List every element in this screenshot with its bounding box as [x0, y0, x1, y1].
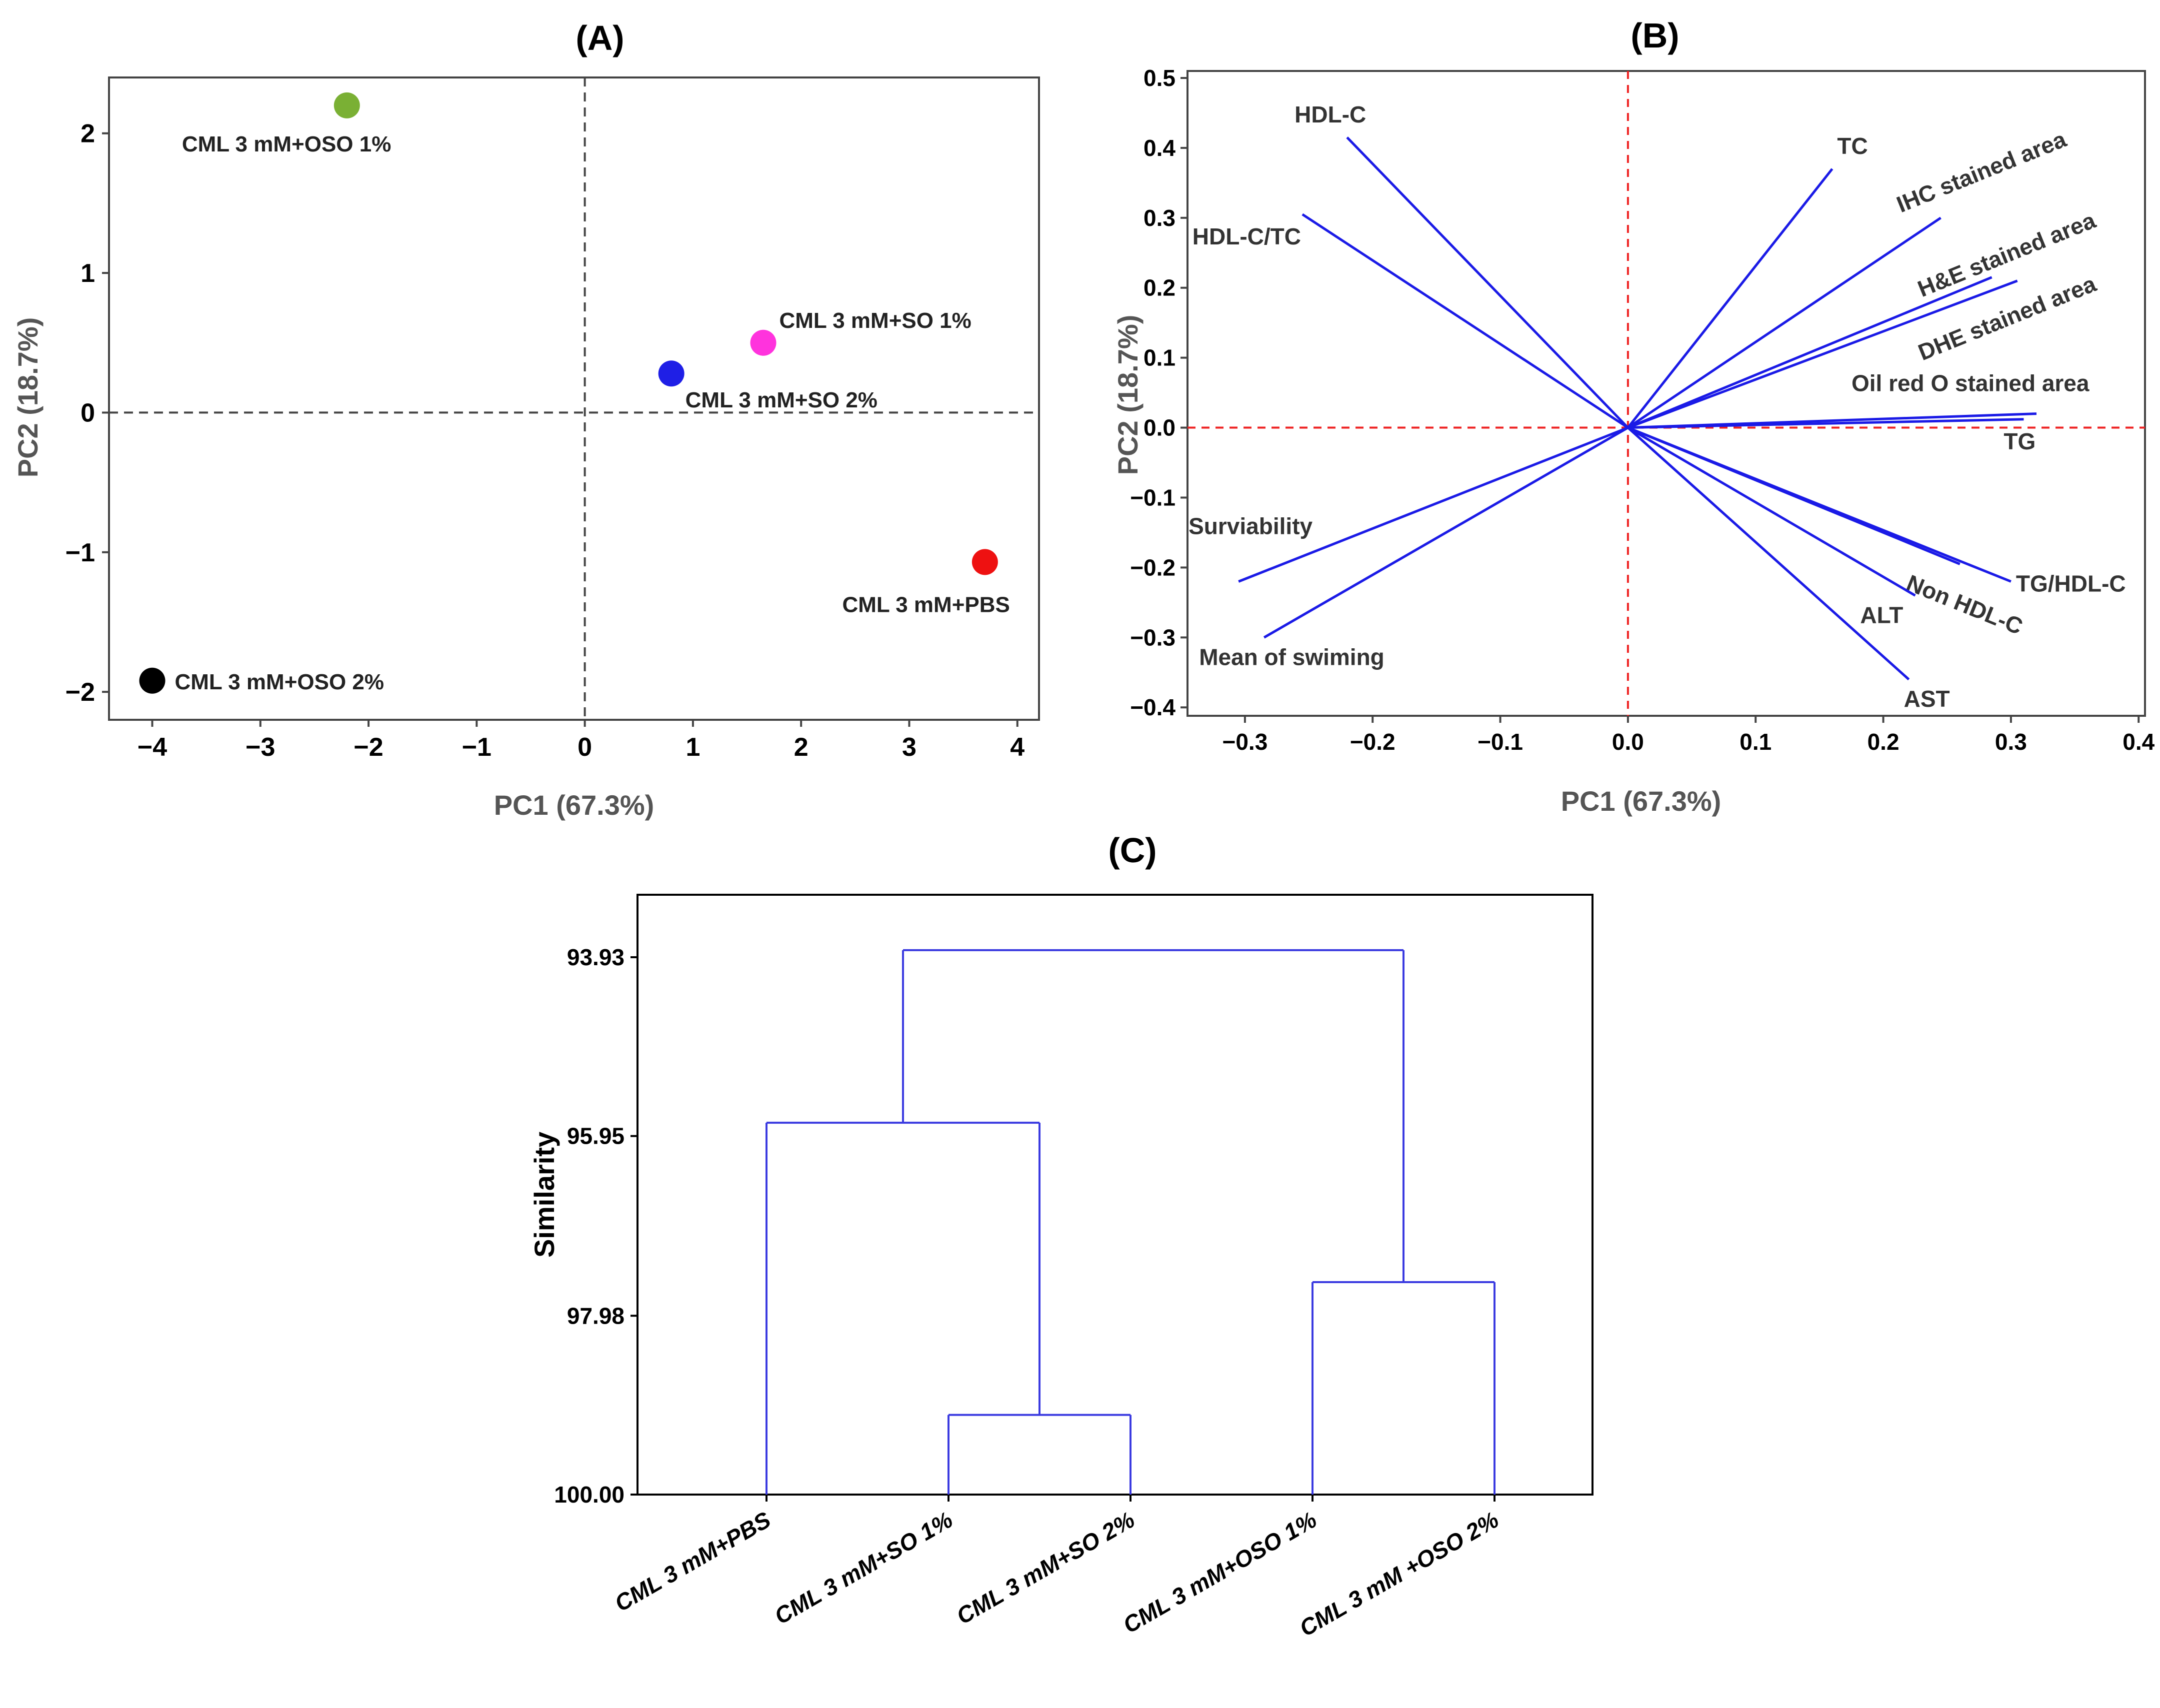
b-y-tick-label: 0.4	[1144, 135, 1176, 161]
panel-b-x-title: PC1 (67.3%)	[1561, 785, 1722, 817]
panel-b-frame	[1186, 70, 2146, 717]
b-loading-vector	[1263, 426, 1629, 639]
a-x-tick-label: 1	[686, 733, 700, 762]
panel-b-y-title: PC2 (18.7%)	[1112, 315, 1144, 475]
panel-c-y-title: Similarity	[528, 1132, 560, 1258]
b-loading-label: Surviability	[1188, 513, 1312, 539]
b-x-tick-label: 0.2	[1868, 729, 1900, 755]
b-loading-vector	[1627, 276, 1992, 429]
a-point-label: CML 3 mM+OSO 2%	[175, 670, 384, 694]
b-loading-label: Oil red O stained area	[1852, 370, 2090, 396]
b-loading-label: IHC stained area	[1893, 126, 2070, 217]
b-y-tick-label: −0.4	[1130, 694, 1176, 720]
a-x-tick-label: 4	[1010, 733, 1024, 762]
b-x-tick-label: −0.1	[1478, 729, 1523, 755]
a-x-tick-label: −4	[138, 733, 167, 762]
b-loading-label: HDL-C/TC	[1192, 223, 1301, 249]
b-y-tick-label: −0.1	[1130, 484, 1176, 510]
b-loading-vector	[1627, 426, 1916, 597]
a-point	[972, 549, 998, 575]
a-y-tick-label: −1	[66, 538, 95, 567]
a-x-tick-label: −3	[246, 733, 275, 762]
b-y-tick-label: 0.5	[1144, 65, 1176, 91]
panel-a-frame	[108, 76, 1040, 721]
a-point	[139, 667, 166, 694]
b-x-tick-label: −0.2	[1350, 729, 1396, 755]
panel-a-y-title: PC2 (18.7%)	[12, 317, 44, 478]
b-y-tick-label: 0.3	[1144, 205, 1176, 231]
c-leaf-label: CML 3 mM+OSO 1%	[1118, 1507, 1321, 1639]
b-x-tick-label: 0.3	[1995, 729, 2027, 755]
b-loading-vector	[1627, 216, 1942, 429]
b-loading-label: TC	[1837, 133, 1868, 159]
panel-b-label: (B)	[1630, 16, 1679, 55]
a-point	[334, 92, 360, 118]
b-y-tick-label: −0.3	[1130, 624, 1176, 650]
a-x-tick-label: 2	[794, 733, 808, 762]
a-point-label: CML 3 mM+SO 1%	[779, 308, 971, 333]
c-leaf-label: CML 3 mM+SO 2%	[952, 1507, 1139, 1630]
c-y-tick-label: 97.98	[567, 1303, 624, 1329]
b-y-tick-label: −0.2	[1130, 554, 1176, 580]
b-loading-vector	[1628, 418, 2024, 429]
a-point	[750, 329, 776, 356]
a-x-tick-label: −2	[354, 733, 383, 762]
b-loading-vector	[1627, 426, 1910, 681]
b-x-tick-label: 0.1	[1740, 729, 1772, 755]
b-loading-label: TG	[2004, 428, 2036, 454]
panel-a-label: (A)	[576, 18, 624, 57]
a-x-tick-label: 0	[578, 733, 592, 762]
c-y-tick-label: 95.95	[567, 1123, 624, 1149]
b-loading-label: Mean of swiming	[1199, 644, 1384, 670]
a-y-tick-label: −2	[66, 678, 95, 707]
b-y-tick-label: 0.0	[1144, 415, 1176, 441]
panel-c-frame	[636, 894, 1594, 1496]
b-loading-label: HDL-C	[1294, 101, 1366, 127]
panel-b: (B) −0.3 −0.2 −0.1 0.0 0.1 0.2 0.3 0.4 −0.4 −0.3 −…	[1112, 16, 2155, 817]
b-loading-vector	[1627, 426, 1960, 565]
c-leaf-label: CML 3 mM +OSO 2%	[1295, 1507, 1503, 1642]
a-x-tick-label: −1	[462, 733, 492, 762]
b-loading-label: AST	[1904, 686, 1950, 712]
b-loading-label: ALT	[1860, 602, 1903, 628]
b-loading-label: TG/HDL-C	[2016, 570, 2126, 596]
panel-a-x-title: PC1 (67.3%)	[494, 789, 654, 821]
b-loading-vector	[1238, 426, 1628, 583]
a-point	[658, 360, 684, 387]
b-loading-vector	[1628, 279, 2018, 429]
c-leaf-label: CML 3 mM+SO 1%	[770, 1507, 957, 1630]
b-x-tick-label: 0.0	[1612, 729, 1644, 755]
b-y-tick-label: 0.2	[1144, 275, 1176, 301]
c-y-tick-label: 100.00	[554, 1482, 624, 1508]
a-y-tick-label: 1	[80, 259, 95, 288]
a-x-tick-label: 3	[902, 733, 916, 762]
panel-c-label: (C)	[1108, 831, 1156, 870]
a-y-tick-label: 0	[80, 398, 95, 427]
a-point-label: CML 3 mM+SO 2%	[686, 388, 878, 412]
b-loading-vector	[1346, 136, 1629, 429]
a-y-tick-label: 2	[80, 119, 95, 148]
b-loading-vector	[1302, 213, 1629, 429]
b-x-tick-label: 0.4	[2122, 729, 2154, 755]
c-leaf-label: CML 3 mM+PBS	[610, 1506, 775, 1617]
c-y-tick-label: 93.93	[567, 944, 624, 970]
b-x-tick-label: −0.3	[1222, 729, 1268, 755]
b-y-tick-label: 0.1	[1144, 345, 1176, 371]
a-point-label: CML 3 mM+PBS	[842, 592, 1010, 617]
b-loading-vector	[1626, 168, 1834, 429]
panel-a: (A) −4 −3 −2 −1 0 1 2 3 4 −2 −1 0 1 2 CML 3 mM+OSO 1%…	[12, 18, 1040, 821]
a-point-label: CML 3 mM+OSO 1%	[182, 132, 392, 156]
